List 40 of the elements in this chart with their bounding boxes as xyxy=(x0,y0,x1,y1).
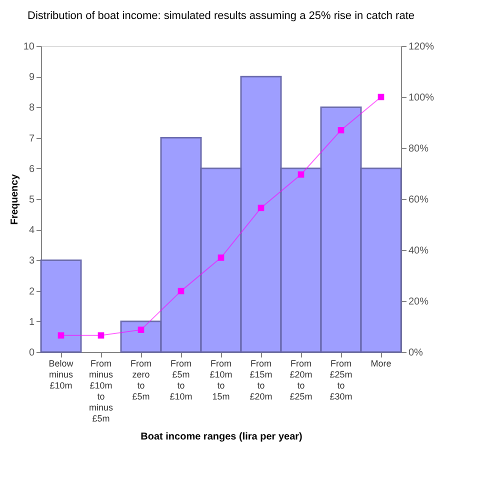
x-tick-label: From £20m to £25m xyxy=(290,358,312,402)
x-tick-label: From minus £10m to minus £5m xyxy=(88,358,114,424)
chart-title: Distribution of boat income: simulated results assuming a 25% rise in catch rate xyxy=(27,10,415,22)
y2-tick-label: 100% xyxy=(408,92,434,104)
y2-tick-label: 0% xyxy=(408,348,424,358)
y-axis-title: Frequency xyxy=(9,174,20,225)
y2-tick-label: 20% xyxy=(408,296,429,308)
y-tick-label: 1 xyxy=(28,316,35,328)
point xyxy=(178,288,184,294)
y-tick-label: 9 xyxy=(28,72,35,84)
point xyxy=(218,254,224,261)
y-tick-label: 6 xyxy=(28,164,35,175)
y2-tick-label: 40% xyxy=(408,246,429,256)
y2-tick-label: 120% xyxy=(408,42,434,52)
y2-tick-label: 80% xyxy=(408,144,429,154)
y-tick-label: 7 xyxy=(28,133,35,144)
y-tick-label: 3 xyxy=(28,256,35,267)
x-tick-label: From £10m to 15m xyxy=(210,358,232,402)
x-tick-label: From £5m to £10m xyxy=(170,358,192,402)
point xyxy=(258,204,264,212)
y-tick-label: 8 xyxy=(28,102,35,114)
y-tick-label: 2 xyxy=(28,286,35,298)
y-tick-label: 10 xyxy=(23,42,35,52)
bar xyxy=(40,259,82,353)
x-axis-title: Boat income ranges (lira per year) xyxy=(140,432,302,442)
y-tick-label: 0 xyxy=(28,348,35,358)
x-tick-label: From £15m to £20m xyxy=(250,358,272,402)
point xyxy=(378,94,384,100)
y2-tick-label: 60% xyxy=(408,194,429,206)
point xyxy=(338,126,344,134)
point xyxy=(58,332,64,339)
x-tick-label: From £25m to £30m xyxy=(330,358,352,402)
point xyxy=(138,326,144,333)
y-tick-label: 5 xyxy=(28,194,35,206)
y-tick-label: 4 xyxy=(28,225,35,236)
x-tick-label: More xyxy=(370,358,392,368)
point xyxy=(98,332,104,339)
x-tick-label: From zero to £5m xyxy=(130,358,152,402)
x-tick-label: Below minus £10m xyxy=(48,358,74,390)
point xyxy=(298,171,304,178)
